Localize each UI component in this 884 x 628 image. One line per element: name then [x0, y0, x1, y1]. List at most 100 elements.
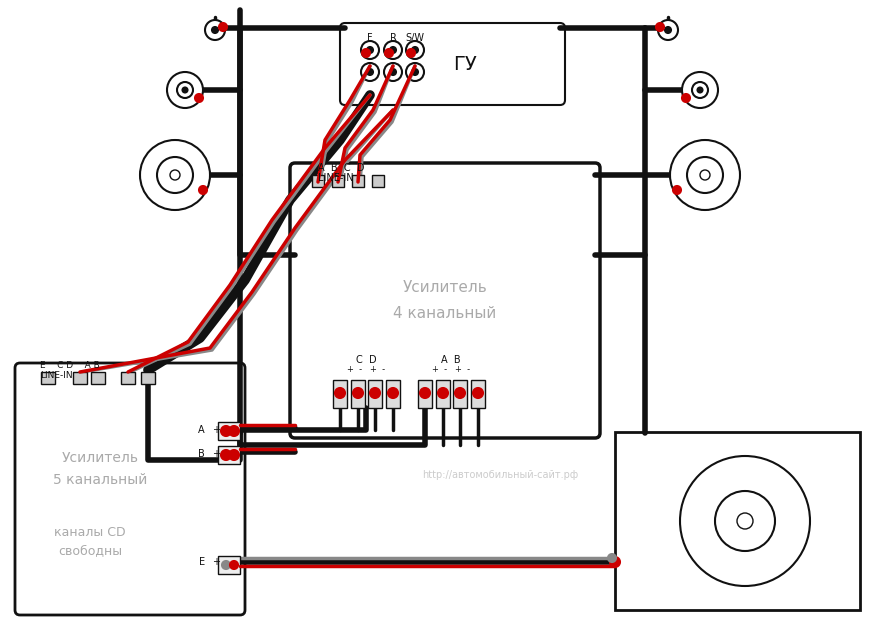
Circle shape: [670, 140, 740, 210]
Text: свободны: свободны: [58, 544, 122, 558]
Circle shape: [438, 388, 448, 398]
Circle shape: [367, 47, 373, 53]
Circle shape: [195, 94, 203, 102]
Bar: [352, 175, 364, 187]
Circle shape: [205, 20, 225, 40]
Text: +: +: [212, 557, 220, 567]
Text: S/W: S/W: [406, 33, 424, 43]
Text: R: R: [390, 33, 396, 43]
Circle shape: [335, 388, 345, 398]
Bar: [471, 380, 485, 408]
FancyBboxPatch shape: [15, 363, 245, 615]
Bar: [332, 175, 344, 187]
Circle shape: [692, 82, 708, 98]
Circle shape: [610, 557, 620, 567]
Text: ГУ: ГУ: [453, 55, 476, 73]
Circle shape: [687, 157, 723, 193]
Circle shape: [177, 82, 193, 98]
Circle shape: [182, 87, 187, 92]
Circle shape: [406, 41, 424, 59]
Bar: [218, 446, 240, 464]
Text: LINE-IN: LINE-IN: [40, 372, 72, 381]
Circle shape: [697, 87, 703, 92]
Text: E    C D    A B: E C D A B: [40, 362, 100, 371]
Bar: [218, 556, 240, 574]
Circle shape: [665, 27, 671, 33]
Circle shape: [221, 450, 231, 460]
Text: +: +: [212, 425, 220, 435]
FancyBboxPatch shape: [340, 23, 565, 105]
Bar: [453, 380, 467, 408]
Bar: [418, 380, 432, 408]
Circle shape: [658, 20, 678, 40]
Circle shape: [361, 41, 379, 59]
Circle shape: [229, 426, 239, 436]
Circle shape: [199, 186, 207, 194]
Bar: [386, 380, 400, 408]
Text: LINE-IN: LINE-IN: [318, 173, 354, 183]
Text: каналы CD: каналы CD: [54, 526, 126, 539]
Bar: [91, 372, 105, 384]
Circle shape: [362, 49, 370, 57]
Bar: [615, 432, 860, 610]
Circle shape: [384, 41, 402, 59]
Circle shape: [608, 554, 616, 562]
Circle shape: [420, 388, 430, 398]
Text: Усилитель: Усилитель: [62, 451, 139, 465]
Circle shape: [455, 388, 465, 398]
Circle shape: [715, 491, 775, 551]
Circle shape: [406, 63, 424, 81]
Bar: [372, 175, 384, 187]
Bar: [312, 175, 324, 187]
Text: A  B  C  D: A B C D: [318, 163, 364, 173]
Circle shape: [167, 72, 203, 108]
Text: C  D: C D: [355, 355, 377, 365]
Circle shape: [367, 69, 373, 75]
Bar: [41, 372, 55, 384]
Bar: [368, 380, 382, 408]
Circle shape: [680, 456, 810, 586]
Bar: [218, 422, 240, 440]
Text: 4 канальный: 4 канальный: [393, 305, 497, 320]
Circle shape: [407, 49, 415, 57]
Circle shape: [370, 388, 380, 398]
Circle shape: [737, 513, 753, 529]
Text: F: F: [367, 33, 373, 43]
Circle shape: [682, 94, 690, 102]
Text: E: E: [199, 557, 205, 567]
Circle shape: [229, 450, 239, 460]
Circle shape: [388, 388, 398, 398]
Circle shape: [222, 561, 230, 569]
FancyBboxPatch shape: [290, 163, 600, 438]
Bar: [436, 380, 450, 408]
Circle shape: [353, 388, 363, 398]
Text: Усилитель: Усилитель: [402, 281, 487, 296]
Circle shape: [412, 69, 418, 75]
Bar: [351, 380, 365, 408]
Circle shape: [412, 47, 418, 53]
Text: 5 канальный: 5 канальный: [53, 473, 148, 487]
Bar: [333, 380, 347, 408]
Circle shape: [385, 49, 393, 57]
Text: A: A: [198, 425, 205, 435]
Bar: [73, 372, 87, 384]
Bar: [121, 372, 135, 384]
Circle shape: [140, 140, 210, 210]
Text: B: B: [198, 449, 205, 459]
Circle shape: [473, 388, 483, 398]
Circle shape: [700, 170, 710, 180]
Circle shape: [390, 69, 396, 75]
Text: http://автомобильный-сайт.рф: http://автомобильный-сайт.рф: [422, 470, 578, 480]
Circle shape: [384, 63, 402, 81]
Circle shape: [221, 426, 231, 436]
Circle shape: [673, 186, 681, 194]
Text: +  -   +  -: + - + -: [347, 365, 385, 374]
Circle shape: [361, 63, 379, 81]
Circle shape: [157, 157, 193, 193]
Text: +: +: [212, 449, 220, 459]
Circle shape: [682, 72, 718, 108]
Bar: [141, 372, 155, 384]
Text: A  B: A B: [441, 355, 461, 365]
Circle shape: [230, 561, 238, 569]
Circle shape: [219, 23, 227, 31]
